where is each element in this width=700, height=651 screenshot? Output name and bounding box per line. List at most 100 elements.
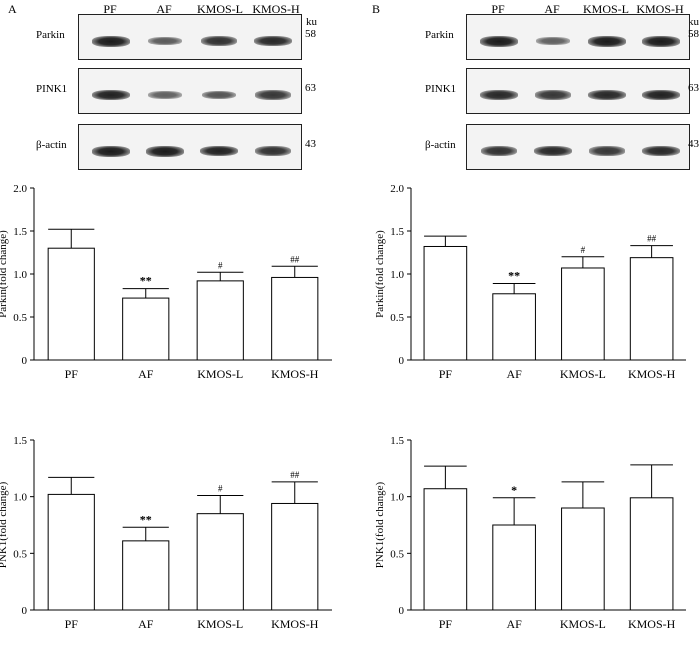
x-tick-label: PF (65, 367, 79, 381)
y-axis-label: PNK1(fold change) (0, 481, 9, 568)
blot-pink1 (466, 68, 690, 114)
molecular-weight-label: 58 (688, 28, 699, 40)
y-tick-label: 0 (399, 355, 405, 367)
y-tick-label: 0 (22, 605, 28, 617)
protein-band (147, 36, 183, 46)
y-axis-label: Parkin(fold change) (0, 230, 9, 318)
molecular-weight-label: 58 (305, 28, 316, 40)
blot-label: PINK1 (425, 83, 457, 95)
significance-label: ** (508, 268, 520, 282)
molecular-weight-label: 43 (305, 138, 316, 150)
protein-band (480, 145, 518, 157)
y-tick-label: 2.0 (390, 183, 404, 195)
blot-label: Parkin (36, 29, 65, 41)
bar (629, 497, 674, 611)
x-tick-label: KMOS-L (197, 367, 243, 381)
y-tick-label: 1.5 (13, 226, 27, 238)
bar (47, 493, 95, 611)
significance-label: # (218, 484, 223, 494)
significance-label: ** (140, 274, 152, 288)
protein-band (146, 145, 184, 157)
lane-label: PF (103, 2, 117, 16)
protein-band (642, 145, 680, 157)
y-tick-label: 0.5 (390, 312, 404, 324)
y-tick-label: 1.5 (13, 435, 27, 447)
y-tick-label: 1.0 (390, 269, 404, 281)
y-tick-label: 1.0 (13, 269, 27, 281)
bar (492, 293, 536, 361)
y-tick-label: 1.5 (390, 435, 404, 447)
x-tick-label: KMOS-H (628, 367, 676, 381)
blot-parkin (78, 14, 302, 60)
significance-label: ## (647, 234, 657, 244)
bar (423, 488, 468, 611)
x-tick-label: AF (138, 367, 154, 381)
molecular-weight-label: 63 (688, 82, 699, 94)
lane-label: KMOS-L (196, 2, 243, 16)
blot-label: Parkin (425, 29, 454, 41)
x-tick-label: KMOS-L (560, 367, 606, 381)
y-axis-label: PNK1(fold change) (374, 481, 386, 568)
significance-label: # (581, 245, 586, 255)
significance-label: # (218, 260, 223, 270)
lane-label: AF (544, 2, 560, 16)
lane-label: KMOS-H (636, 2, 684, 16)
protein-band (642, 89, 680, 101)
significance-label: ## (290, 254, 300, 264)
protein-band (536, 37, 570, 45)
molecular-weight-label: 63 (305, 82, 316, 94)
y-tick-label: 0 (399, 605, 405, 617)
protein-band (534, 145, 572, 157)
protein-band (534, 90, 572, 100)
y-tick-label: 2.0 (13, 183, 27, 195)
protein-band (254, 90, 292, 100)
protein-band (642, 35, 680, 47)
panel-letter-A: A (8, 2, 17, 16)
bar (196, 280, 244, 361)
y-tick-label: 1.0 (390, 492, 404, 504)
lane-label: KMOS-L (582, 2, 629, 16)
lane-label: PF (491, 2, 505, 16)
protein-band (92, 35, 130, 47)
protein-band (148, 91, 182, 99)
protein-band (588, 89, 626, 101)
bar (122, 540, 170, 611)
protein-band (92, 89, 130, 101)
protein-band (92, 145, 130, 157)
blot-label: β-actin (425, 139, 456, 151)
bar (47, 247, 95, 361)
x-tick-label: PF (65, 617, 79, 631)
significance-label: ** (140, 512, 152, 526)
protein-band (254, 145, 292, 157)
ku-unit-label: ku (688, 16, 699, 28)
blot--actin (466, 124, 690, 170)
x-tick-label: AF (506, 367, 522, 381)
bar (629, 257, 674, 361)
x-tick-label: AF (138, 617, 154, 631)
protein-band (480, 89, 518, 101)
x-tick-label: KMOS-H (628, 617, 676, 631)
bar (196, 513, 244, 611)
blot-parkin (466, 14, 690, 60)
bar (561, 267, 605, 361)
protein-band (254, 35, 292, 47)
x-tick-label: AF (506, 617, 522, 631)
x-tick-label: KMOS-L (197, 617, 243, 631)
protein-band (588, 146, 626, 156)
protein-band (200, 35, 238, 47)
protein-band (588, 35, 626, 47)
significance-label: * (511, 483, 517, 497)
panel-letter-B: B (372, 2, 381, 16)
x-tick-label: KMOS-H (271, 367, 319, 381)
protein-band (480, 35, 518, 47)
bar (122, 297, 170, 361)
bar (423, 245, 468, 361)
protein-band (201, 90, 237, 100)
x-tick-label: KMOS-L (560, 617, 606, 631)
bar (271, 276, 319, 361)
blot-pink1 (78, 68, 302, 114)
y-tick-label: 0 (22, 355, 28, 367)
